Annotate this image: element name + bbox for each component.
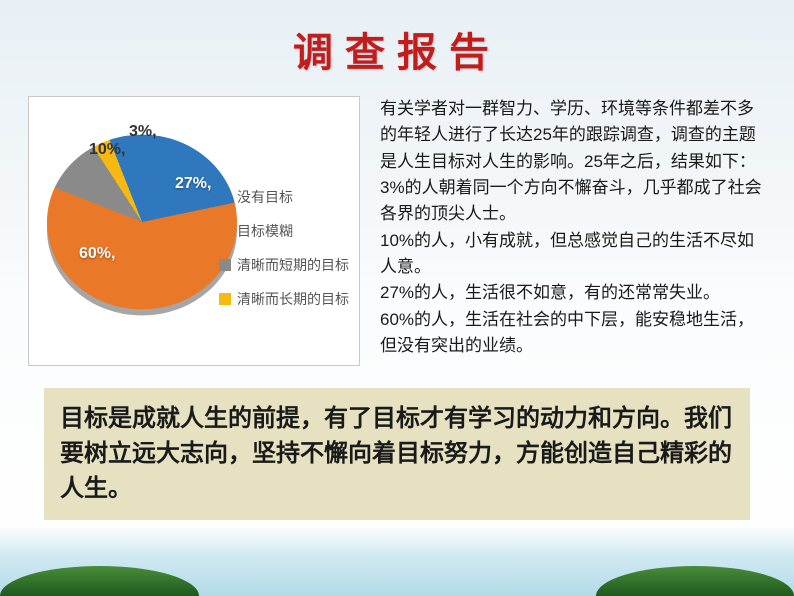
summary-box: 目标是成就人生的前提，有了目标才有学习的动力和方向。我们要树立远大志向，坚持不懈… [44, 388, 750, 520]
legend-swatch [219, 259, 231, 271]
paragraph: 27%的人，生活很不如意，有的还常常失业。 [380, 280, 762, 306]
pie-chart: 27%, 60%, 10%,3%, 没有目标目标模糊清晰而短期的目标清晰而长期的目标 [28, 96, 360, 366]
upper-row: 27%, 60%, 10%,3%, 没有目标目标模糊清晰而短期的目标清晰而长期的目标… [0, 78, 794, 366]
pct-label: 10%, [89, 141, 125, 159]
legend-item: 目标模糊 [219, 221, 349, 241]
pie-disc [47, 135, 237, 310]
legend-label: 目标模糊 [237, 221, 293, 241]
paragraph: 3%的人朝着同一个方向不懈奋斗，几乎都成了社会各界的顶尖人士。 [380, 175, 762, 228]
text-block: 有关学者对一群智力、学历、环境等条件都差不多的年轻人进行了长达25年的跟踪调查，… [360, 96, 762, 366]
legend-item: 清晰而短期的目标 [219, 255, 349, 275]
pct-label: 60%, [79, 245, 115, 263]
paragraph: 60%的人，生活在社会的中下层，能安稳地生活，但没有突出的业绩。 [380, 307, 762, 360]
legend-label: 清晰而长期的目标 [237, 289, 349, 309]
legend-item: 清晰而长期的目标 [219, 289, 349, 309]
legend-swatch [219, 293, 231, 305]
paragraph: 10%的人，小有成就，但总感觉自己的生活不尽如人意。 [380, 228, 762, 281]
legend-item: 没有目标 [219, 187, 349, 207]
legend-label: 没有目标 [237, 187, 293, 207]
legend-swatch [219, 225, 231, 237]
page-title: 调查报告 [0, 0, 794, 78]
pct-label: 27%, [175, 175, 211, 193]
legend-label: 清晰而短期的目标 [237, 255, 349, 275]
paragraph: 有关学者对一群智力、学历、环境等条件都差不多的年轻人进行了长达25年的跟踪调查，… [380, 96, 762, 175]
legend: 没有目标目标模糊清晰而短期的目标清晰而长期的目标 [219, 187, 349, 323]
background-grass [0, 556, 794, 596]
legend-swatch [219, 191, 231, 203]
pie-wrap: 27%,60%,10%,3%, [47, 127, 237, 317]
pct-label: 3%, [129, 123, 157, 141]
